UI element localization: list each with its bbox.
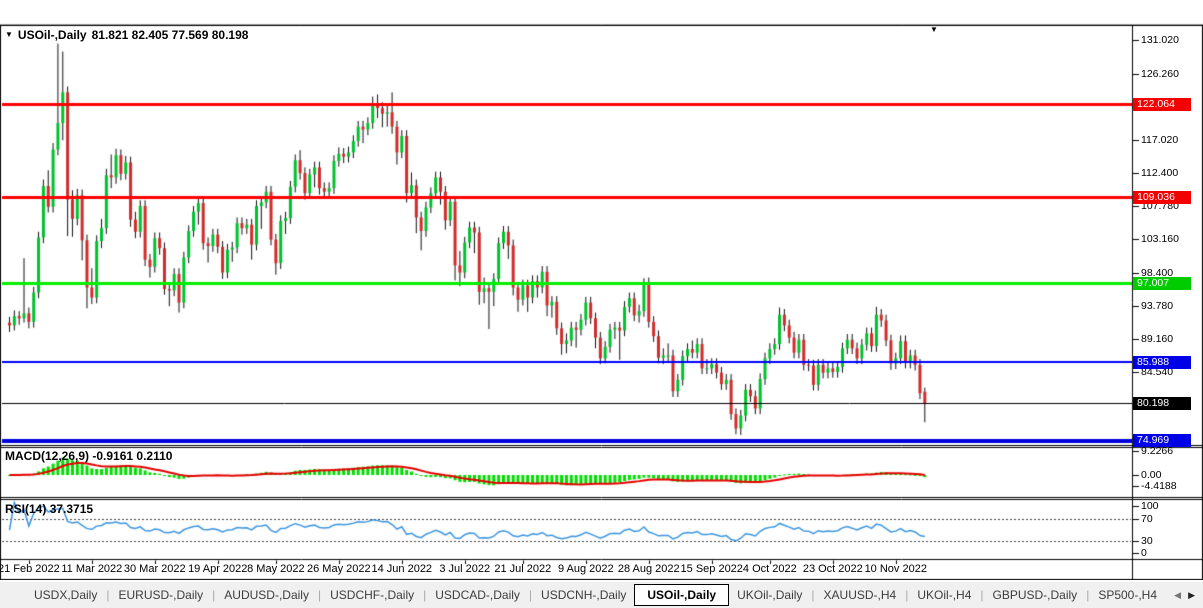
tab-separator: |: [528, 588, 533, 602]
date-axis-label: 14 Jun 2022: [371, 563, 433, 575]
rsi-value: 37.3715: [49, 502, 94, 516]
tab-separator: |: [212, 588, 216, 602]
chart-symbol-label: USOil-,Daily: [17, 28, 87, 42]
date-axis-label: 10 Nov 2022: [864, 563, 927, 575]
rsi-axis-tick: 0: [1141, 547, 1147, 559]
price-axis-tick: 93.780: [1141, 300, 1174, 313]
date-axis-label: 28 Aug 2022: [617, 563, 680, 575]
price-level-tag: 109.036: [1133, 190, 1191, 204]
price-level-tag: 122.064: [1133, 97, 1191, 111]
tabs-scroll-right-icon[interactable]: ▶: [1188, 589, 1195, 600]
chart-title: ▼ USOil-,Daily 81.821 82.405 77.569 80.1…: [5, 28, 248, 42]
price-axis-tick: 103.160: [1141, 233, 1179, 246]
rsi-axis-tick: 30: [1141, 535, 1153, 547]
date-axis-label: 8 May 2022: [247, 563, 305, 575]
tabs-scroll-left-icon[interactable]: ◀: [1174, 589, 1182, 600]
rsi-axis-tick: 70: [1141, 513, 1153, 525]
date-axis-label: 26 May 2022: [307, 563, 371, 575]
tab-separator: |: [423, 588, 427, 602]
macd-axis-tick: 9.2266: [1141, 445, 1174, 458]
symbol-tab-ukoil-daily[interactable]: UKOil-,Daily: [737, 588, 803, 602]
collapse-chart-icon[interactable]: ▼: [5, 30, 13, 39]
symbol-tabbar: USDX,Daily | EURUSD-,Daily | AUDUSD-,Daily | U…: [0, 581, 1203, 608]
rsi-axis-tick: 100: [1141, 500, 1159, 512]
macd-indicator-label: MACD(12,26,9) -0.9161 0.2110: [5, 449, 173, 463]
date-axis-label: 11 Mar 2022: [61, 563, 123, 575]
date-axis-label: 15 Sep 2022: [680, 563, 743, 575]
date-axis-label: 21 Feb 2022: [0, 563, 60, 575]
price-chart-canvas[interactable]: [0, 0, 1203, 580]
date-axis-label: 21 Jul 2022: [494, 563, 552, 575]
price-axis-tick: 131.020: [1141, 33, 1179, 46]
tab-separator: |: [106, 588, 110, 602]
price-level-tag: 74.969: [1133, 434, 1191, 448]
current-price-tag: 80.198: [1133, 396, 1191, 410]
symbol-tab-gbpusd-daily[interactable]: GBPUSD-,Daily: [992, 588, 1078, 602]
date-axis-label: 4 Oct 2022: [742, 563, 797, 575]
macd-axis-tick: -4.4188: [1141, 480, 1177, 493]
price-axis-tick: 89.160: [1141, 333, 1174, 346]
tab-separator: |: [1086, 588, 1090, 602]
macd-values: -0.9161 0.2110: [92, 449, 173, 463]
symbol-tab-usdcnh-daily[interactable]: USDCNH-,Daily: [541, 588, 627, 602]
price-level-tag: 97.007: [1133, 276, 1191, 290]
symbol-tab-audusd-daily[interactable]: AUDUSD-,Daily: [224, 588, 309, 602]
rsi-indicator-label: RSI(14) 37.3715: [5, 502, 94, 516]
price-axis-tick: 84.540: [1141, 366, 1174, 379]
date-axis-label: 9 Aug 2022: [557, 563, 614, 575]
price-axis-tick: 126.260: [1141, 67, 1179, 80]
tab-separator: |: [811, 588, 815, 602]
price-axis-tick: 112.400: [1141, 167, 1179, 180]
chart-ohlc-values: 81.821 82.405 77.569 80.198: [91, 28, 249, 42]
symbol-tab-usdchf-daily[interactable]: USDCHF-,Daily: [330, 588, 415, 602]
symbol-tab-usdx-daily[interactable]: USDX,Daily: [34, 588, 98, 602]
price-axis-tick: 117.020: [1141, 134, 1179, 147]
tab-separator: |: [905, 588, 909, 602]
date-axis-label: 30 Mar 2022: [123, 563, 186, 575]
date-axis-label: 3 Jul 2022: [439, 563, 491, 575]
symbol-tab-xauusd-h4[interactable]: XAUUSD-,H4: [823, 588, 897, 602]
tab-separator: |: [317, 588, 322, 602]
date-axis-label: 23 Oct 2022: [802, 563, 863, 575]
price-axis-tick: 98.400: [1141, 267, 1174, 280]
symbol-tab-usdcad-daily[interactable]: USDCAD-,Daily: [435, 588, 520, 602]
chart-shift-marker[interactable]: ▼: [930, 25, 938, 34]
price-level-tag: 85.988: [1133, 355, 1191, 369]
symbol-tab-sp500-h4[interactable]: SP500-,H4: [1098, 588, 1158, 602]
date-axis-label: 19 Apr 2022: [188, 563, 248, 575]
symbol-tab-ukoil-h4[interactable]: UKOil-,H4: [917, 588, 972, 602]
symbol-tab-usoil-daily[interactable]: USOil-,Daily: [634, 584, 730, 606]
macd-axis-tick: 0.00: [1141, 469, 1162, 481]
tab-separator: |: [980, 588, 984, 602]
symbol-tab-eurusd-daily[interactable]: EURUSD-,Daily: [118, 588, 204, 602]
